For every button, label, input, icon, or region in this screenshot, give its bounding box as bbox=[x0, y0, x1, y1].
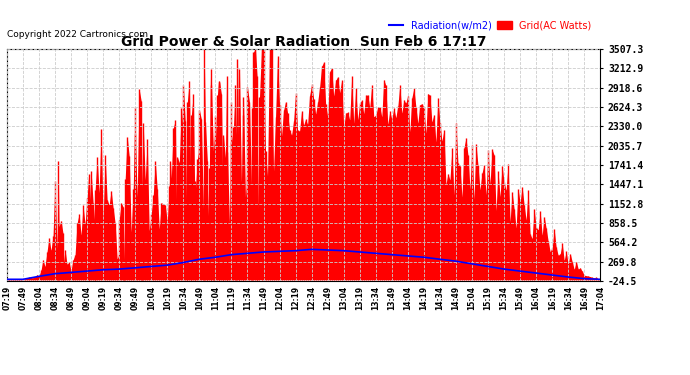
Text: Copyright 2022 Cartronics.com: Copyright 2022 Cartronics.com bbox=[7, 30, 148, 39]
Legend: Radiation(w/m2), Grid(AC Watts): Radiation(w/m2), Grid(AC Watts) bbox=[385, 16, 595, 34]
Title: Grid Power & Solar Radiation  Sun Feb 6 17:17: Grid Power & Solar Radiation Sun Feb 6 1… bbox=[121, 35, 486, 49]
